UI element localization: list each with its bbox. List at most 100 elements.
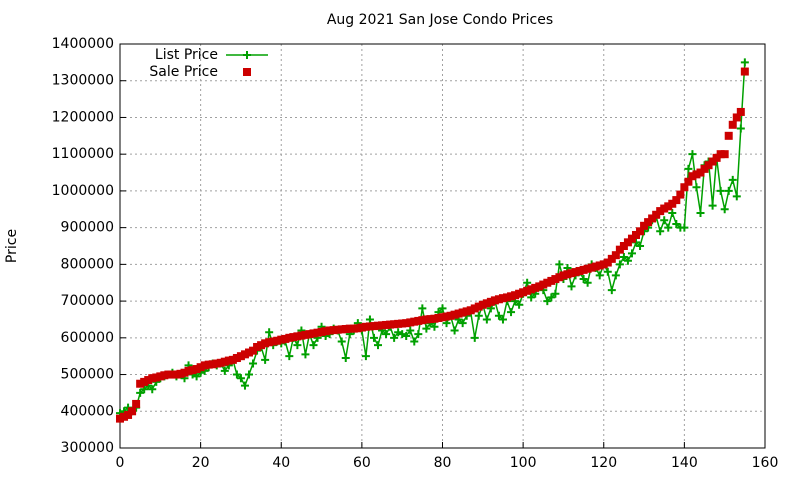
data-point [249,346,258,355]
data-point [462,307,471,316]
plot-frame [119,43,766,449]
data-point [736,107,745,116]
data-point [301,330,310,339]
y-tick-label: 900000 [61,220,114,236]
data-point [204,360,213,369]
data-point [696,168,705,177]
x-tick-label: 60 [353,455,371,471]
data-point [611,251,620,260]
data-point [478,300,487,309]
data-point [414,316,423,325]
data-point [551,275,560,284]
data-point [611,271,620,280]
data-point [333,325,342,334]
y-tick-label: 1100000 [52,146,114,162]
data-point [277,335,286,344]
data-point [672,219,681,228]
data-point [136,388,145,397]
data-point [273,336,282,345]
data-point [672,196,681,205]
data-point [555,273,564,282]
data-point [341,354,350,363]
data-point [341,325,350,334]
data-point [265,328,274,337]
data-point [249,359,258,368]
data-point [507,292,516,301]
data-point [220,366,229,375]
data-point [555,260,564,269]
data-point [720,205,729,214]
data-point [236,374,245,383]
data-point [575,266,584,275]
data-point [313,328,322,337]
data-point [724,186,733,195]
data-point [184,366,193,375]
data-point [696,208,705,217]
legend-marker [243,68,251,76]
data-point [490,296,499,305]
data-point [164,370,173,379]
data-point [595,261,604,270]
data-point [261,339,270,348]
data-point [382,330,391,339]
data-point [374,341,382,350]
data-point [438,304,447,313]
y-tick-label: 400000 [61,403,114,419]
data-point [365,315,374,324]
data-point [386,320,395,329]
data-point [232,370,241,379]
data-point [595,271,604,280]
x-tick-label: 80 [434,455,452,471]
data-point [309,329,318,338]
data-point [240,350,249,359]
data-point [261,355,270,364]
data-point [265,338,274,347]
data-point [728,175,737,184]
data-point [567,269,576,278]
data-point [531,283,540,292]
data-point [369,322,378,331]
data-point [668,199,677,208]
data-point [353,324,362,333]
data-point [301,350,310,359]
data-point [704,161,713,170]
data-point [567,282,576,291]
data-point [684,177,693,186]
data-point [716,150,725,159]
y-tick-label: 600000 [61,330,114,346]
data-point [458,308,467,317]
data-point [136,379,145,388]
data-point [688,172,697,181]
data-point [644,218,653,227]
data-point [664,223,673,232]
data-point [281,334,290,343]
data-point [474,302,483,311]
y-tick-label: 300000 [61,440,114,456]
x-tick-label: 160 [752,455,779,471]
data-point [692,170,701,179]
data-point [507,308,516,317]
x-tick-label: 40 [272,455,290,471]
data-point [152,373,161,382]
legend-marker [243,51,251,59]
data-point [390,320,399,329]
data-point [583,264,592,273]
data-point [180,368,189,377]
data-point [390,333,399,342]
data-point [378,321,387,330]
data-point [430,314,439,323]
data-point [724,131,733,140]
data-point [156,372,165,381]
data-point [660,216,669,225]
data-point [321,327,330,336]
data-point [293,341,302,350]
data-point [349,324,358,333]
data-point [648,214,657,223]
data-point [599,260,608,269]
data-point [148,385,157,394]
data-point [438,313,447,322]
y-tick-label: 500000 [61,367,114,383]
data-point [543,297,552,306]
data-point [535,282,544,291]
data-point [668,208,677,217]
